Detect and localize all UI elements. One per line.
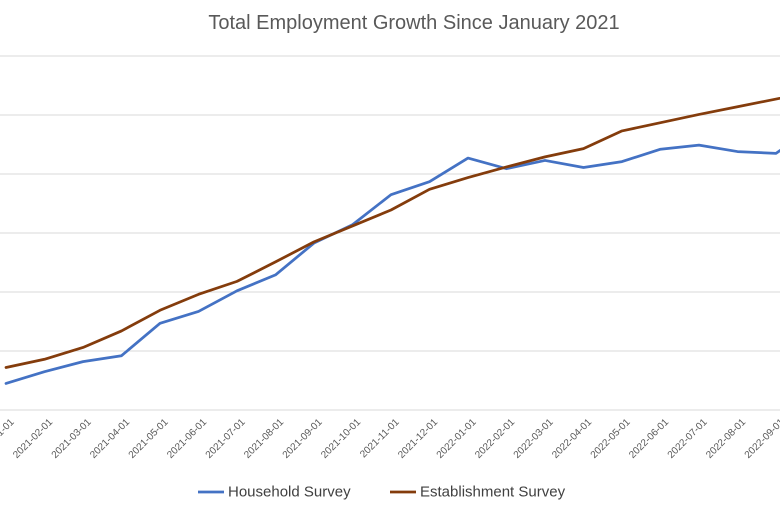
- legend-label: Household Survey: [228, 484, 351, 501]
- x-tick-label: 2021-12-01: [396, 417, 440, 461]
- series-line: [4, 96, 780, 369]
- x-tick-label: 2021-03-01: [50, 417, 94, 461]
- x-tick-label: 2022-02-01: [473, 417, 517, 461]
- gridlines: [0, 55, 780, 411]
- x-tick-label: 2021-04-01: [88, 417, 132, 461]
- x-tick-label: 2022-05-01: [589, 417, 633, 461]
- x-tick-label: 2021-08-01: [242, 417, 286, 461]
- x-tick-label: 2021-02-01: [11, 417, 55, 461]
- chart-title: Total Employment Growth Since January 20…: [208, 12, 620, 34]
- legend: Household Survey Establishment Survey: [198, 484, 566, 501]
- x-tick-label: 2022-09-01: [743, 417, 780, 461]
- x-tick-label: 2022-04-01: [550, 417, 594, 461]
- x-tick-label: 2022-01-01: [435, 417, 479, 461]
- x-tick-label: 2021-06-01: [165, 417, 209, 461]
- series-line: [4, 143, 780, 385]
- x-tick-label: 2021-09-01: [281, 417, 325, 461]
- x-tick-label: 2022-07-01: [666, 417, 710, 461]
- x-tick-label: 2021-10-01: [319, 417, 363, 461]
- x-tick-label: 2022-06-01: [627, 417, 671, 461]
- x-tick-label: 2022-03-01: [512, 417, 556, 461]
- x-tick-label: 2021-07-01: [204, 417, 248, 461]
- x-tick-label: 2021-11-01: [358, 417, 402, 461]
- legend-label: Establishment Survey: [420, 484, 566, 501]
- x-tick-label: 2021-05-01: [127, 417, 171, 461]
- series-lines: [4, 96, 780, 385]
- x-tick-labels: 2021-01-012021-02-012021-03-012021-04-01…: [0, 417, 780, 461]
- x-tick-label: 2022-08-01: [704, 417, 748, 461]
